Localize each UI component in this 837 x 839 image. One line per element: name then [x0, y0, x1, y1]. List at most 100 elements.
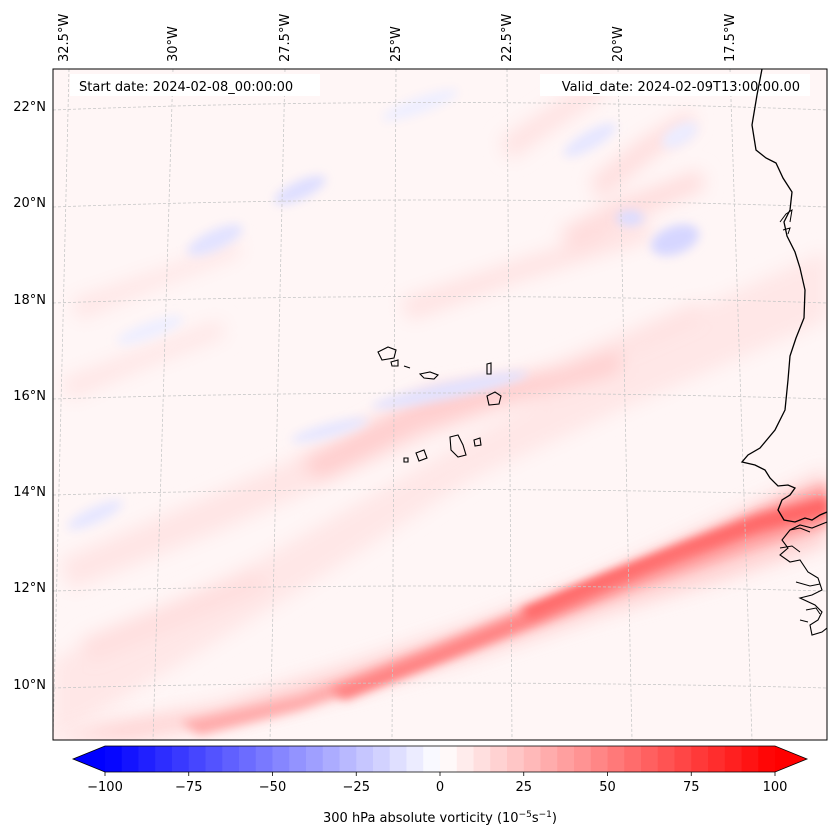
colorbar-segment [205, 746, 223, 772]
colorbar-segment [473, 746, 491, 772]
graticule [53, 69, 827, 740]
lat-label-14: 14°N [13, 485, 46, 500]
island-boa-vista [486, 391, 502, 406]
colorbar-segment [105, 746, 123, 772]
colorbar-segment [373, 746, 391, 772]
lon-label-25: 25°W [389, 26, 404, 62]
island-sao-nicolau [418, 371, 439, 380]
colorbar-segment [657, 746, 676, 772]
map-frame [52, 68, 828, 741]
colorbar-segment [624, 746, 642, 772]
colorbar-segment [222, 746, 240, 772]
colorbar-segment [306, 746, 324, 772]
colorbar-segment [641, 746, 659, 772]
colorbar-ticks: −100 −75 −50 −25 0 25 50 75 100 [87, 772, 787, 795]
gridline-lat-22 [53, 102, 827, 111]
colorbar-segment [607, 746, 625, 772]
colorbar-tick-label: 25 [515, 780, 532, 795]
colorbar-segment [708, 746, 726, 772]
lon-label-17-5: 17.5°W [723, 14, 738, 62]
gridline-lat-18 [53, 296, 827, 304]
gridline-lon-30 [152, 69, 174, 740]
colorbar-segment [389, 746, 408, 772]
lat-label-22: 22°N [13, 100, 46, 115]
colorbar-segment [356, 746, 374, 772]
gridline-lon-22-5 [506, 69, 513, 740]
gridline-lon-32-5 [53, 69, 70, 740]
coastal-inlets [779, 208, 821, 623]
island-sao-vicente [390, 359, 399, 367]
gridline-lat-14 [53, 489, 827, 496]
lat-label-16: 16°N [13, 389, 46, 404]
island-maio [473, 437, 482, 447]
main-vorticity-band [53, 470, 827, 740]
colorbar-segment [289, 746, 307, 772]
cape-verde-islands [377, 346, 502, 463]
colorbar-tick-label: −25 [343, 780, 370, 795]
colorbar-segment [540, 746, 558, 772]
island-santiago [449, 434, 467, 458]
colorbar-extend-max [775, 746, 807, 772]
valid-date-label: Valid_date: 2024-02-09T13:00:00.00 [562, 80, 800, 95]
start-date-label: Start date: 2024-02-08_00:00:00 [79, 80, 293, 95]
gridline-lat-10 [53, 682, 827, 689]
gridline-lat-12 [53, 585, 827, 592]
colorbar-segment [758, 746, 776, 772]
colorbar-segment [523, 746, 542, 772]
colorbar-segment [490, 746, 508, 772]
colorbar-segment [188, 746, 207, 772]
colorbar-segment [138, 746, 156, 772]
island-fogo [415, 449, 428, 462]
colorbar-extend-min [73, 746, 105, 772]
latitude-labels: 22°N 20°N 18°N 16°N 14°N 12°N 10°N [13, 100, 46, 693]
colorbar-segment [121, 746, 140, 772]
colorbar-tick-label: 75 [683, 780, 700, 795]
colorbar-segment [456, 746, 475, 772]
lon-label-27-5: 27.5°W [278, 14, 293, 62]
lat-label-10: 10°N [13, 678, 46, 693]
colorbar-segment [339, 746, 357, 772]
colorbar-tick-label: −100 [87, 780, 123, 795]
africa-coastline-south [779, 521, 827, 636]
colorbar-tick-label: 0 [436, 780, 444, 795]
colorbar-tick-label: 50 [599, 780, 616, 795]
colorbar-segment [590, 746, 609, 772]
positive-streaks [53, 80, 827, 740]
colorbar-segment [691, 746, 709, 772]
island-santa-luzia [403, 365, 411, 369]
longitude-labels: 32.5°W 30°W 27.5°W 25°W 22.5°W 20°W 17.5… [57, 14, 738, 62]
island-sal [486, 362, 492, 375]
colorbar-segment [423, 746, 441, 772]
colorbar-tick-label: −75 [175, 780, 202, 795]
colorbar-segment [322, 746, 341, 772]
island-brava [403, 457, 409, 463]
colorbar-segment [172, 746, 190, 772]
lat-label-12: 12°N [13, 581, 46, 596]
vorticity-field [53, 69, 827, 740]
colorbar-segment [507, 746, 525, 772]
lon-label-32-5: 32.5°W [57, 14, 72, 62]
gridline-lon-25 [391, 69, 397, 740]
colorbar-segment [741, 746, 759, 772]
gridline-lon-20 [617, 69, 633, 740]
lon-label-22-5: 22.5°W [500, 14, 515, 62]
colorbar: −100 −75 −50 −25 0 25 50 75 100 300 hPa absolute… [71, 745, 809, 826]
colorbar-segment [440, 746, 458, 772]
colorbar-segment [724, 746, 743, 772]
colorbar-segment [272, 746, 290, 772]
colorbar-label: 300 hPa absolute vorticity (10−5s−1) [323, 810, 557, 826]
gridline-lon-17-5 [729, 69, 753, 740]
gridline-lat-20 [53, 199, 827, 208]
start-date-box [70, 74, 320, 96]
negative-streaks [67, 89, 699, 530]
colorbar-segment [557, 746, 575, 772]
valid-date-box [540, 74, 810, 96]
colorbar-tick-label: −50 [259, 780, 286, 795]
colorbar-segments [73, 746, 807, 772]
colorbar-tick-label: 100 [763, 780, 788, 795]
colorbar-segment [406, 746, 424, 772]
lon-label-20: 20°W [611, 26, 626, 62]
colorbar-segment [674, 746, 692, 772]
colorbar-segment [255, 746, 274, 772]
